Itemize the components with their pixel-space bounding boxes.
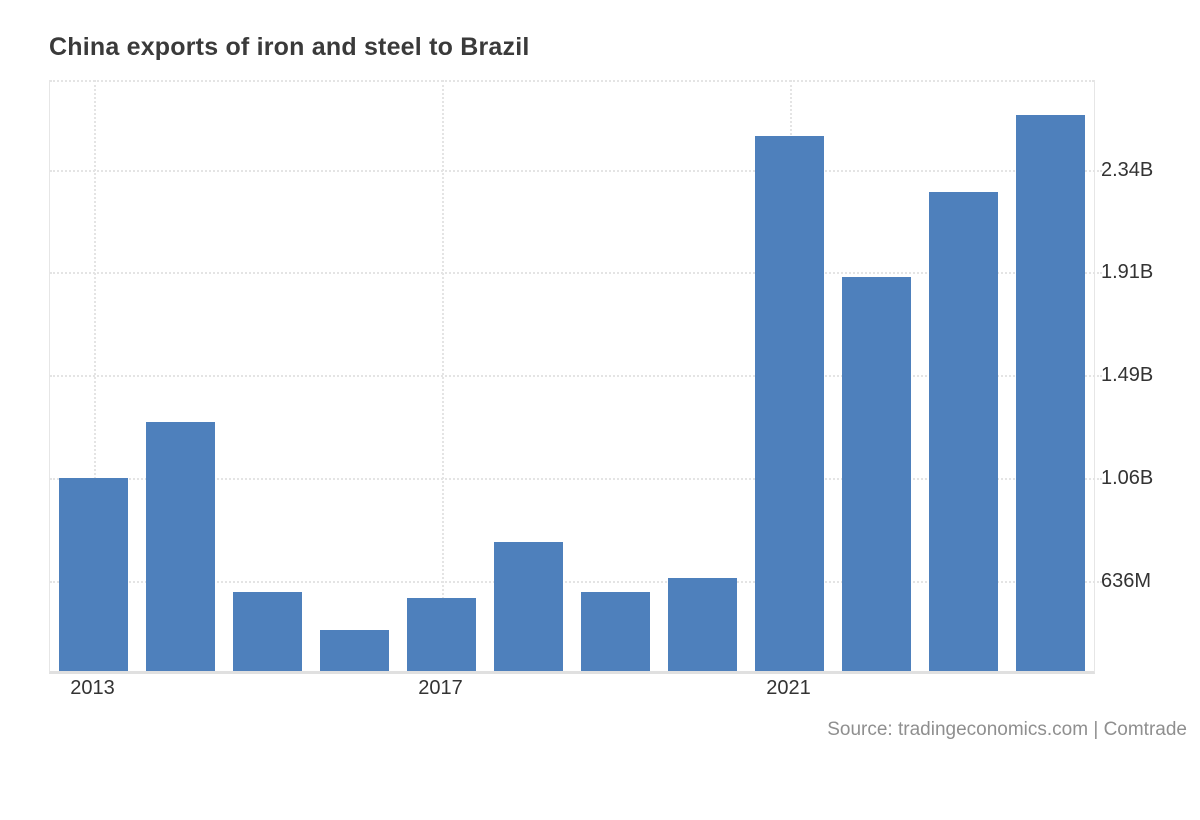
x-axis-label-2017: 2017 [418, 677, 463, 699]
y-gridline-1.91B [50, 272, 1102, 275]
bar-2015[interactable] [232, 591, 303, 671]
chart-title: China exports of iron and steel to Brazi… [49, 33, 530, 61]
bar-2018[interactable] [493, 542, 564, 671]
y-axis-label-1.91B: 1.91B [1101, 261, 1154, 284]
y-axis-label-1.49B: 1.49B [1101, 364, 1154, 387]
y-gridline-2.34B [50, 169, 1102, 172]
bar-2021[interactable] [754, 135, 825, 671]
y-axis-label-636M: 636M [1101, 569, 1152, 592]
x-axis-label-2021: 2021 [766, 677, 811, 699]
bar-2022[interactable] [841, 276, 912, 671]
x-axis-label-2013: 2013 [70, 677, 115, 699]
y-gridline-1.49B [50, 375, 1102, 378]
bar-2024[interactable] [1015, 115, 1086, 671]
y-gridline-1.06B [50, 477, 1102, 480]
bar-2023[interactable] [928, 192, 999, 671]
x-gridline-2013 [93, 80, 96, 671]
y-axis-label-1.06B: 1.06B [1101, 466, 1154, 489]
bar-2019[interactable] [580, 591, 651, 671]
bar-2014[interactable] [145, 421, 216, 671]
y-gridline-636M [50, 580, 1102, 583]
source-credit: Source: tradingeconomics.com | Comtrade [827, 719, 1187, 740]
y-axis-label-2.34B: 2.34B [1101, 158, 1154, 181]
bar-2013[interactable] [58, 478, 129, 671]
x-gridline-2017 [441, 80, 444, 671]
bar-2016[interactable] [319, 629, 390, 671]
bar-2017[interactable] [406, 597, 477, 671]
plot-top-border [50, 80, 1094, 82]
plot-area [49, 80, 1102, 674]
bar-2020[interactable] [667, 577, 738, 671]
